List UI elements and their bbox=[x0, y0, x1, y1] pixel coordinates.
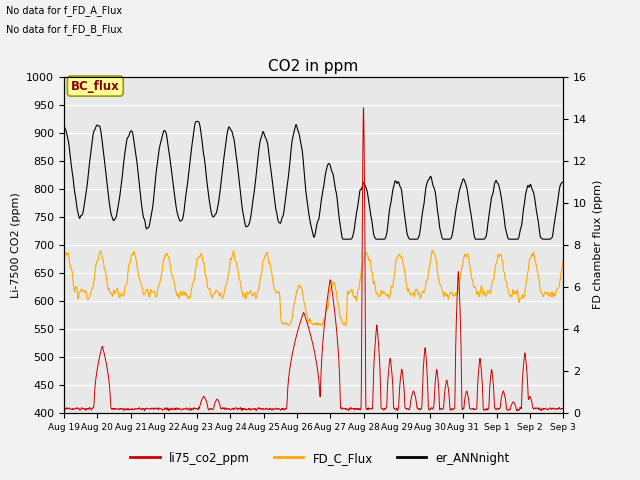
Text: No data for f_FD_A_Flux: No data for f_FD_A_Flux bbox=[6, 5, 122, 16]
Legend: li75_co2_ppm, FD_C_Flux, er_ANNnight: li75_co2_ppm, FD_C_Flux, er_ANNnight bbox=[125, 447, 515, 469]
Text: No data for f_FD_B_Flux: No data for f_FD_B_Flux bbox=[6, 24, 123, 35]
Y-axis label: Li-7500 CO2 (ppm): Li-7500 CO2 (ppm) bbox=[11, 192, 20, 298]
Title: CO2 in ppm: CO2 in ppm bbox=[268, 59, 359, 74]
Text: BC_flux: BC_flux bbox=[71, 80, 120, 93]
Y-axis label: FD chamber flux (ppm): FD chamber flux (ppm) bbox=[593, 180, 603, 310]
